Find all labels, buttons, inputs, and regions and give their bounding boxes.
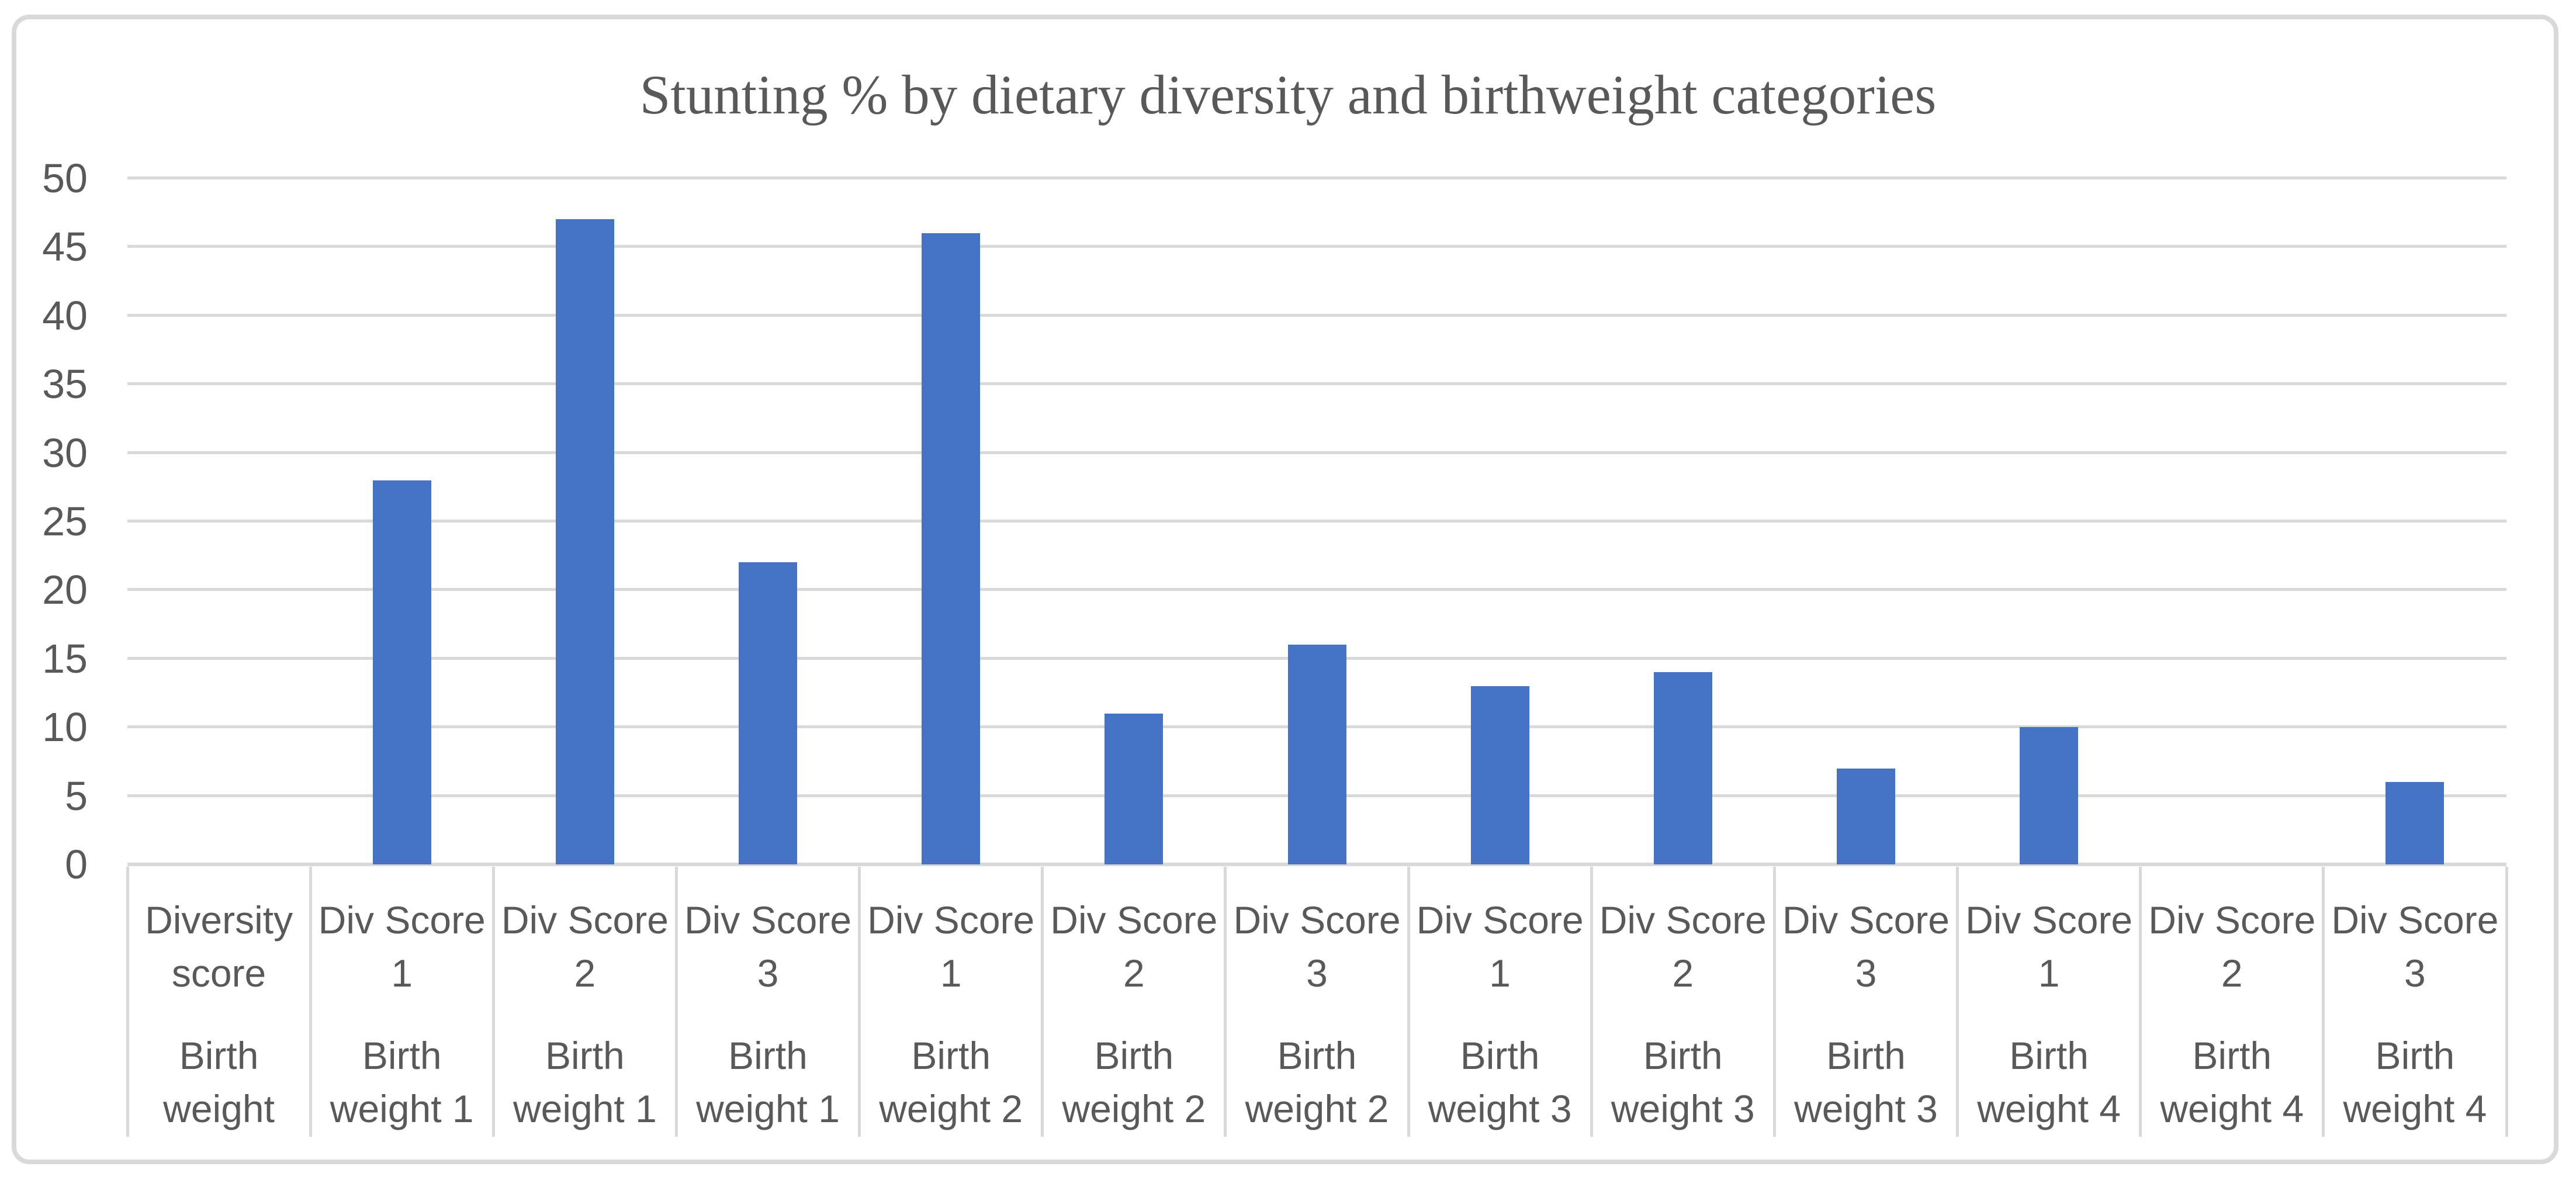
y-axis-label-5: 5 bbox=[65, 773, 88, 819]
y-axis-label-20: 20 bbox=[42, 567, 88, 613]
x-label-birthweight-div1-bw4: Birth weight 4 bbox=[1977, 1034, 2121, 1130]
x-axis-separator bbox=[1041, 867, 1044, 1137]
y-axis-label-15: 15 bbox=[42, 635, 88, 681]
x-axis-separator bbox=[2322, 867, 2325, 1137]
x-label-diversity-div2-bw1: Div Score 2 bbox=[501, 898, 669, 995]
y-axis-label-35: 35 bbox=[42, 361, 88, 407]
x-axis-separator bbox=[858, 867, 861, 1137]
bar-div3-bw3 bbox=[1836, 768, 1895, 864]
x-axis-separator bbox=[2139, 867, 2142, 1137]
gridline-20 bbox=[127, 588, 2506, 591]
x-label-birthweight-div2-bw3: Birth weight 3 bbox=[1611, 1034, 1755, 1130]
x-label-diversity-div3-bw1: Div Score 3 bbox=[684, 898, 852, 995]
gridline-25 bbox=[127, 520, 2506, 522]
x-axis-separator bbox=[309, 867, 312, 1137]
bar-div1-bw2 bbox=[922, 233, 981, 864]
x-label-diversity-div1-bw4: Div Score 1 bbox=[1965, 898, 2133, 995]
x-label-birthweight-div1-bw3: Birth weight 3 bbox=[1428, 1034, 1572, 1130]
x-label-diversity-div3-bw4: Div Score 3 bbox=[2331, 898, 2499, 995]
x-axis-separator bbox=[674, 867, 678, 1137]
x-label-diversity-div2-bw2: Div Score 2 bbox=[1050, 898, 1218, 995]
bar-div1-bw1 bbox=[372, 480, 431, 864]
bar-div3-bw4 bbox=[2385, 782, 2445, 864]
x-label-diversity-div2-bw3: Div Score 2 bbox=[1599, 898, 1767, 995]
bar-div3-bw1 bbox=[739, 562, 798, 864]
gridline-30 bbox=[127, 451, 2506, 454]
y-axis-label-40: 40 bbox=[42, 292, 88, 338]
gridline-35 bbox=[127, 382, 2506, 386]
x-label-birthweight-div2-bw4: Birth weight 4 bbox=[2160, 1034, 2304, 1130]
x-label-diversity-div3-bw2: Div Score 3 bbox=[1233, 898, 1401, 995]
x-axis-separator bbox=[126, 867, 129, 1137]
x-axis: Diversity score Birth weight Div Score 1 Bi… bbox=[126, 864, 2508, 1139]
x-label-birthweight-div3-bw3: Birth weight 3 bbox=[1794, 1034, 1938, 1130]
x-axis-separator bbox=[2505, 867, 2508, 1137]
x-axis-separator bbox=[1224, 867, 1227, 1137]
x-axis-separator bbox=[1590, 867, 1593, 1137]
bar-div1-bw4 bbox=[2020, 727, 2079, 864]
x-label-diversity-div1-bw3: Div Score 1 bbox=[1416, 898, 1584, 995]
x-label-birthweight-div3-bw1: Birth weight 1 bbox=[696, 1034, 840, 1130]
bar-div2-bw3 bbox=[1653, 672, 1712, 864]
x-label-birthweight-div3-bw4: Birth weight 4 bbox=[2343, 1034, 2487, 1130]
bar-div1-bw3 bbox=[1470, 686, 1529, 864]
x-label-birthweight-div1-bw1: Birth weight 1 bbox=[330, 1034, 474, 1130]
y-axis-label-30: 30 bbox=[42, 430, 88, 476]
chart-title: Stunting % by dietary diversity and birt… bbox=[639, 64, 1937, 126]
y-axis-label-25: 25 bbox=[42, 499, 88, 544]
x-axis-separator bbox=[1772, 867, 1776, 1137]
x-axis-separator bbox=[1407, 867, 1410, 1137]
x-label-diversity-div3-bw3: Div Score 3 bbox=[1782, 898, 1950, 995]
x-label-birthweight-div2-bw1: Birth weight 1 bbox=[513, 1034, 657, 1130]
gridline-40 bbox=[127, 313, 2506, 317]
plot-area bbox=[127, 177, 2506, 866]
gridline-45 bbox=[127, 245, 2506, 248]
x-axis-separator bbox=[491, 867, 495, 1137]
bar-div3-bw2 bbox=[1287, 645, 1346, 864]
x-label-birthweight-div1-bw2: Birth weight 2 bbox=[879, 1034, 1023, 1130]
x-label-birthweight-div3-bw2: Birth weight 2 bbox=[1245, 1034, 1389, 1130]
bar-div2-bw2 bbox=[1105, 713, 1164, 864]
x-label-diversity-header: Diversity score bbox=[145, 898, 293, 995]
x-label-diversity-div1-bw1: Div Score 1 bbox=[318, 898, 486, 995]
x-axis-separator bbox=[1956, 867, 1959, 1137]
y-axis-label-10: 10 bbox=[42, 704, 88, 750]
x-label-birthweight-div2-bw2: Birth weight 2 bbox=[1062, 1034, 1206, 1130]
x-label-diversity-div2-bw4: Div Score 2 bbox=[2148, 898, 2316, 995]
y-axis: 0 5 10 15 20 25 30 35 40 45 50 bbox=[0, 155, 88, 887]
gridline-50 bbox=[127, 177, 2506, 179]
y-axis-label-0: 0 bbox=[65, 842, 88, 887]
y-axis-label-50: 50 bbox=[42, 155, 88, 201]
x-label-birthweight-header: Birth weight bbox=[163, 1034, 275, 1130]
y-axis-label-45: 45 bbox=[42, 224, 88, 270]
x-axis-line bbox=[127, 863, 2506, 866]
bar-div2-bw1 bbox=[555, 219, 614, 864]
x-label-diversity-div1-bw2: Div Score 1 bbox=[867, 898, 1035, 995]
